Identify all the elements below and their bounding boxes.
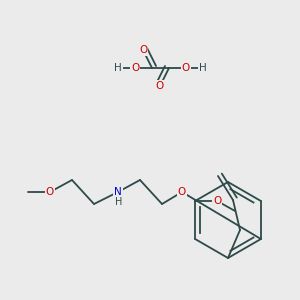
Text: H: H (199, 63, 207, 73)
Text: O: O (46, 187, 54, 197)
Text: O: O (139, 45, 147, 55)
Text: O: O (182, 63, 190, 73)
Text: N: N (114, 187, 122, 197)
Text: O: O (178, 187, 186, 197)
Text: H: H (114, 63, 122, 73)
Text: H: H (115, 197, 123, 207)
Text: O: O (156, 81, 164, 91)
Text: O: O (131, 63, 139, 73)
Text: O: O (213, 196, 221, 206)
